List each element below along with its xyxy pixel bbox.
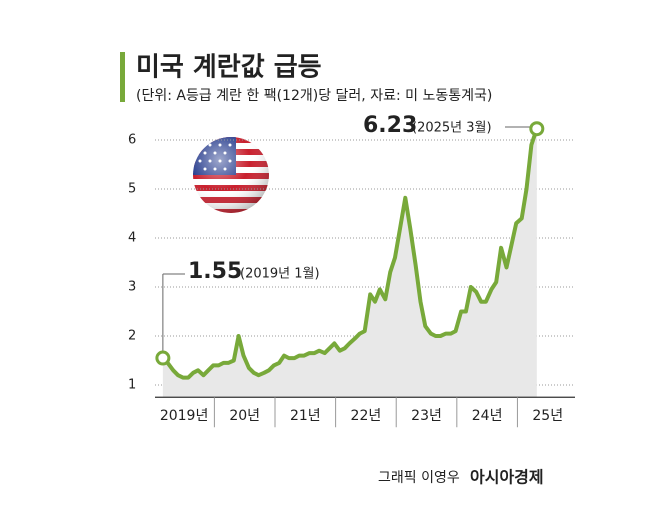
chart-title: 미국 계란값 급등 [136,53,322,83]
x-tick-label: 25년 [532,408,563,424]
y-tick-label: 3 [128,280,136,295]
annotation-note: (2019년 1월) [240,267,320,282]
x-tick-label: 21년 [290,408,321,424]
y-tick-label: 2 [128,329,136,344]
end-marker [529,121,545,137]
x-tick-label: 22년 [351,408,382,424]
y-tick-label: 1 [128,378,136,393]
x-tick-label: 20년 [229,408,260,424]
y-tick-label: 5 [128,182,136,197]
x-tick-label: 23년 [411,408,442,424]
x-tick-label: 24년 [472,408,503,424]
end-marker [155,350,171,366]
y-tick-label: 6 [128,133,136,148]
y-tick-label: 4 [128,231,136,246]
us-flag [193,137,269,213]
title-bar [120,52,125,102]
source-logo: 아시아경제 [470,468,544,487]
chart-subtitle: (단위: A등급 계란 한 팩(12개)당 달러, 자료: 미 노동통계국) [136,88,492,104]
annotation-value: 1.55 [188,259,242,284]
annotation-note: (2025년 3월) [412,121,492,136]
x-tick-label: 2019년 [160,408,209,424]
annotation-value: 6.23 [363,113,417,138]
line [161,128,539,380]
credit: 그래픽 이영우 [378,470,460,486]
